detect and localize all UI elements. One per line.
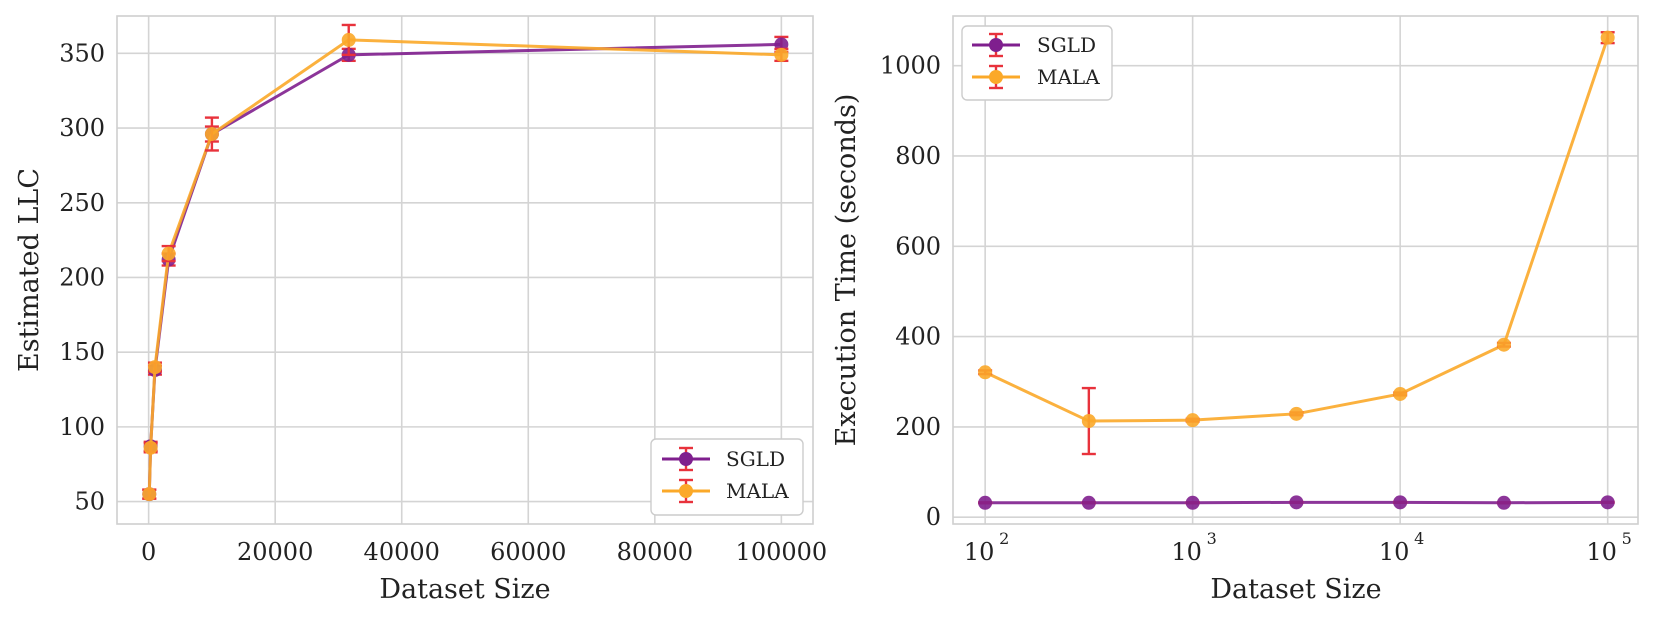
time-legend-marker-mala (989, 70, 1003, 84)
llc-point-mala (204, 127, 219, 142)
llc-y-tick-label: 150 (59, 338, 105, 366)
time-series (978, 30, 1615, 510)
time-point-sgld (1081, 495, 1096, 510)
llc-y-tick-label: 200 (59, 263, 105, 291)
llc-x-axis-label: Dataset Size (379, 574, 550, 605)
time-y-tick-label: 600 (895, 232, 941, 260)
time-x-tick-exponent: 5 (1622, 529, 1632, 548)
llc-y-ticks: 50 100 150 200 250 300 350 (59, 39, 105, 515)
time-y-tick-label: 800 (895, 142, 941, 170)
llc-y-tick-label: 100 (59, 413, 105, 441)
time-y-axis-label: Execution Time (seconds) (831, 94, 862, 447)
llc-y-axis-label: Estimated LLC (14, 168, 45, 372)
time-point-mala (1393, 386, 1408, 401)
llc-point-mala (774, 47, 789, 62)
llc-point-mala (161, 246, 176, 261)
time-y-ticks: 0 200 400 600 800 1000 (880, 52, 941, 532)
time-x-tick-label: 10 (964, 538, 995, 566)
time-point-mala (1185, 413, 1200, 428)
time-point-sgld (1496, 495, 1511, 510)
llc-x-tick-label: 0 (141, 538, 156, 566)
llc-legend-marker-mala (679, 484, 693, 498)
time-x-ticks: 10 2 10 3 10 4 10 5 (964, 529, 1632, 566)
time-x-tick-exponent: 4 (1414, 529, 1424, 548)
time-point-sgld (1600, 495, 1615, 510)
time-point-sgld (1289, 495, 1304, 510)
time-point-mala (1496, 337, 1511, 352)
time-x-axis-label: Dataset Size (1210, 574, 1381, 605)
time-y-tick-label: 200 (895, 413, 941, 441)
llc-y-tick-label: 50 (74, 488, 105, 516)
time-legend-marker-sgld (989, 38, 1003, 52)
time-legend: SGLD MALA (961, 25, 1113, 101)
llc-point-mala (142, 487, 157, 502)
llc-x-tick-label: 40000 (364, 538, 440, 566)
llc-legend-marker-sgld (679, 452, 693, 466)
llc-legend-label-mala: MALA (726, 479, 789, 503)
llc-legend: SGLD MALA (650, 438, 804, 516)
time-plot-frame (952, 15, 1639, 525)
time-point-mala (1600, 30, 1615, 45)
llc-point-mala (143, 440, 158, 455)
time-point-mala (1289, 406, 1304, 421)
time-point-sgld (978, 495, 993, 510)
time-y-tick-label: 1000 (880, 52, 941, 80)
time-x-tick-label: 10 (1171, 538, 1202, 566)
time-point-mala (978, 365, 993, 380)
time-x-tick-exponent: 3 (1207, 529, 1217, 548)
llc-line-mala (147, 38, 782, 495)
llc-series (142, 23, 789, 502)
llc-x-tick-label: 100000 (736, 538, 828, 566)
llc-x-tick-label: 80000 (617, 538, 693, 566)
time-legend-label-mala: MALA (1037, 65, 1100, 89)
llc-point-mala (341, 32, 356, 47)
llc-x-tick-label: 20000 (237, 538, 313, 566)
time-x-tick-label: 10 (1586, 538, 1617, 566)
time-point-sgld (1393, 495, 1408, 510)
time-legend-label-sgld: SGLD (1037, 33, 1096, 57)
time-x-tick-exponent: 2 (999, 529, 1009, 548)
llc-y-tick-label: 350 (59, 39, 105, 67)
time-point-mala (1081, 414, 1096, 429)
llc-x-ticks: 0 20000 40000 60000 80000 100000 (141, 538, 827, 566)
llc-y-tick-label: 300 (59, 114, 105, 142)
llc-point-mala (147, 360, 162, 375)
time-grid (953, 16, 1638, 524)
llc-legend-label-sgld: SGLD (726, 447, 785, 471)
time-point-sgld (1185, 495, 1200, 510)
time-x-tick-label: 10 (1379, 538, 1410, 566)
time-y-tick-label: 0 (926, 503, 941, 531)
llc-y-tick-label: 250 (59, 189, 105, 217)
llc-chart: 0 20000 40000 60000 80000 100000 50 100 150 200 2… (14, 15, 827, 605)
llc-x-tick-label: 60000 (490, 538, 566, 566)
llc-plot-frame (116, 15, 814, 525)
time-y-tick-label: 400 (895, 323, 941, 351)
